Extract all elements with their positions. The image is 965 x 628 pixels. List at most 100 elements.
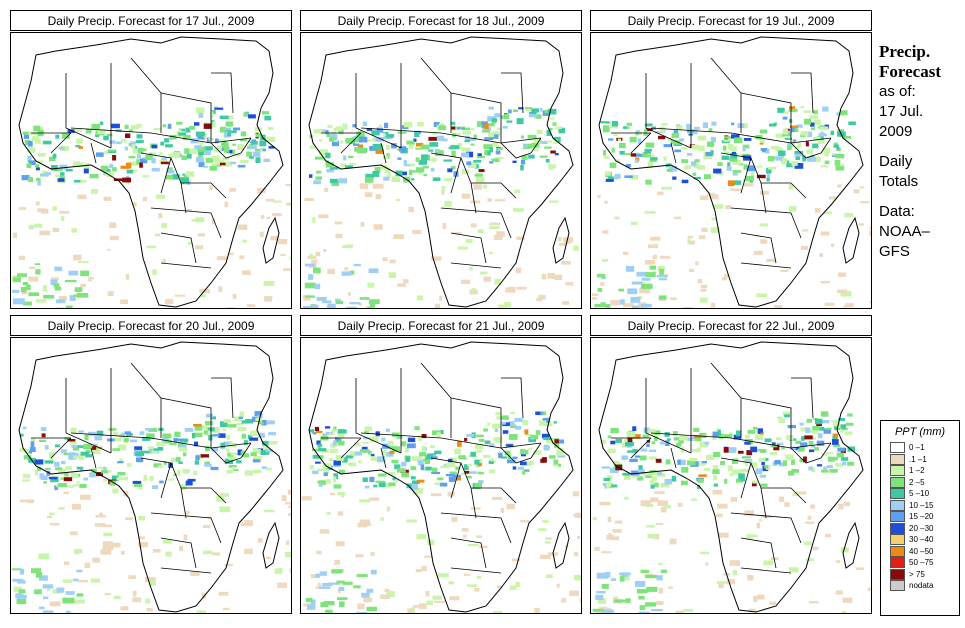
precip-cell	[520, 461, 528, 466]
precip-cell	[223, 419, 232, 423]
precip-map[interactable]	[590, 32, 872, 309]
precip-cell	[481, 130, 490, 133]
precip-cell	[378, 124, 383, 129]
precip-cell	[324, 467, 332, 471]
precip-cell	[804, 435, 813, 440]
precip-cell	[671, 475, 677, 482]
precip-cell	[520, 164, 524, 171]
precip-cell	[88, 431, 97, 436]
precip-cell	[627, 288, 638, 294]
precip-cell	[220, 493, 229, 497]
precip-cell	[224, 128, 231, 131]
precip-map[interactable]	[10, 32, 292, 309]
precip-cell	[614, 174, 621, 179]
precip-cell	[210, 466, 219, 471]
precip-cell	[767, 155, 775, 162]
country-border	[380, 142, 387, 164]
precip-cell	[674, 149, 681, 153]
precip-cell	[665, 459, 671, 465]
precip-cell	[337, 429, 347, 434]
precip-cell	[246, 151, 252, 157]
precip-cell	[492, 423, 501, 429]
precip-cell	[404, 447, 409, 453]
precip-cell	[553, 421, 557, 424]
precip-cell	[219, 115, 229, 119]
precip-cell	[375, 136, 384, 142]
precip-cell	[658, 587, 663, 594]
precip-map[interactable]	[590, 337, 872, 614]
precip-cell	[782, 128, 788, 135]
precip-cell	[315, 573, 321, 578]
precip-cell	[807, 521, 815, 524]
precip-map[interactable]	[10, 337, 292, 614]
legend-swatch	[890, 476, 905, 488]
panel-title: Daily Precip. Forecast for 21 Jul., 2009	[300, 315, 582, 336]
precip-cell	[712, 465, 719, 470]
precip-cell	[17, 273, 27, 277]
precip-cell	[535, 430, 541, 435]
panel-title: Daily Precip. Forecast for 19 Jul., 2009	[590, 10, 872, 31]
precip-cell	[31, 438, 36, 442]
precip-cell	[750, 172, 755, 177]
precip-cell	[210, 111, 214, 115]
legend-item: > 75	[890, 568, 959, 581]
precip-cell	[489, 161, 494, 164]
precip-cell	[502, 125, 508, 129]
precip-cell	[813, 119, 821, 125]
precip-cell	[469, 289, 478, 295]
precip-cell	[625, 442, 634, 447]
precip-cell	[655, 523, 664, 525]
precip-cell	[612, 121, 618, 127]
precip-cell	[449, 471, 457, 475]
precip-cell	[713, 483, 718, 487]
precip-cell	[591, 297, 598, 300]
precip-cell	[349, 302, 361, 305]
precip-cell	[467, 463, 472, 467]
precip-cell	[477, 461, 482, 467]
precip-map[interactable]	[300, 32, 582, 309]
precip-cell	[158, 465, 163, 468]
precip-cell	[837, 447, 846, 452]
precip-cell	[102, 524, 112, 528]
precip-cell	[713, 168, 722, 174]
country-border	[70, 432, 212, 449]
country-border	[450, 567, 502, 574]
precip-cell	[65, 485, 74, 488]
precip-cell	[437, 477, 444, 481]
precip-cell	[810, 122, 815, 127]
precip-cell	[681, 146, 688, 150]
precip-cell	[228, 465, 237, 468]
precip-cell	[453, 232, 462, 235]
precip-cell	[430, 445, 435, 448]
precip-cell	[134, 446, 143, 452]
precip-cell	[248, 114, 256, 119]
precip-cell	[548, 200, 559, 203]
precip-cell	[54, 461, 60, 467]
precip-map[interactable]	[300, 337, 582, 614]
precip-cell	[13, 277, 21, 283]
precip-cell	[39, 473, 45, 479]
precip-cell	[345, 455, 354, 459]
precip-cell	[277, 239, 288, 245]
precip-cell	[538, 420, 547, 426]
country-border	[650, 432, 792, 449]
precip-cell	[553, 139, 558, 145]
precip-cell	[690, 161, 697, 167]
precip-cell	[342, 123, 348, 130]
precip-cell	[545, 159, 550, 163]
precip-cell	[830, 130, 835, 136]
precip-cell	[502, 422, 510, 427]
precip-cell	[22, 301, 32, 306]
precip-cell	[322, 159, 326, 162]
precip-cell	[653, 430, 661, 435]
precip-cell	[829, 457, 838, 461]
precip-cell	[147, 446, 155, 449]
precip-cell	[757, 594, 765, 600]
precip-cell	[693, 439, 697, 442]
precip-cell	[410, 476, 416, 480]
precip-cell	[577, 535, 581, 539]
precip-cell	[57, 178, 65, 182]
legend-label: 10 –15	[909, 500, 934, 510]
precip-cell	[777, 416, 783, 419]
precip-cell	[821, 453, 828, 456]
